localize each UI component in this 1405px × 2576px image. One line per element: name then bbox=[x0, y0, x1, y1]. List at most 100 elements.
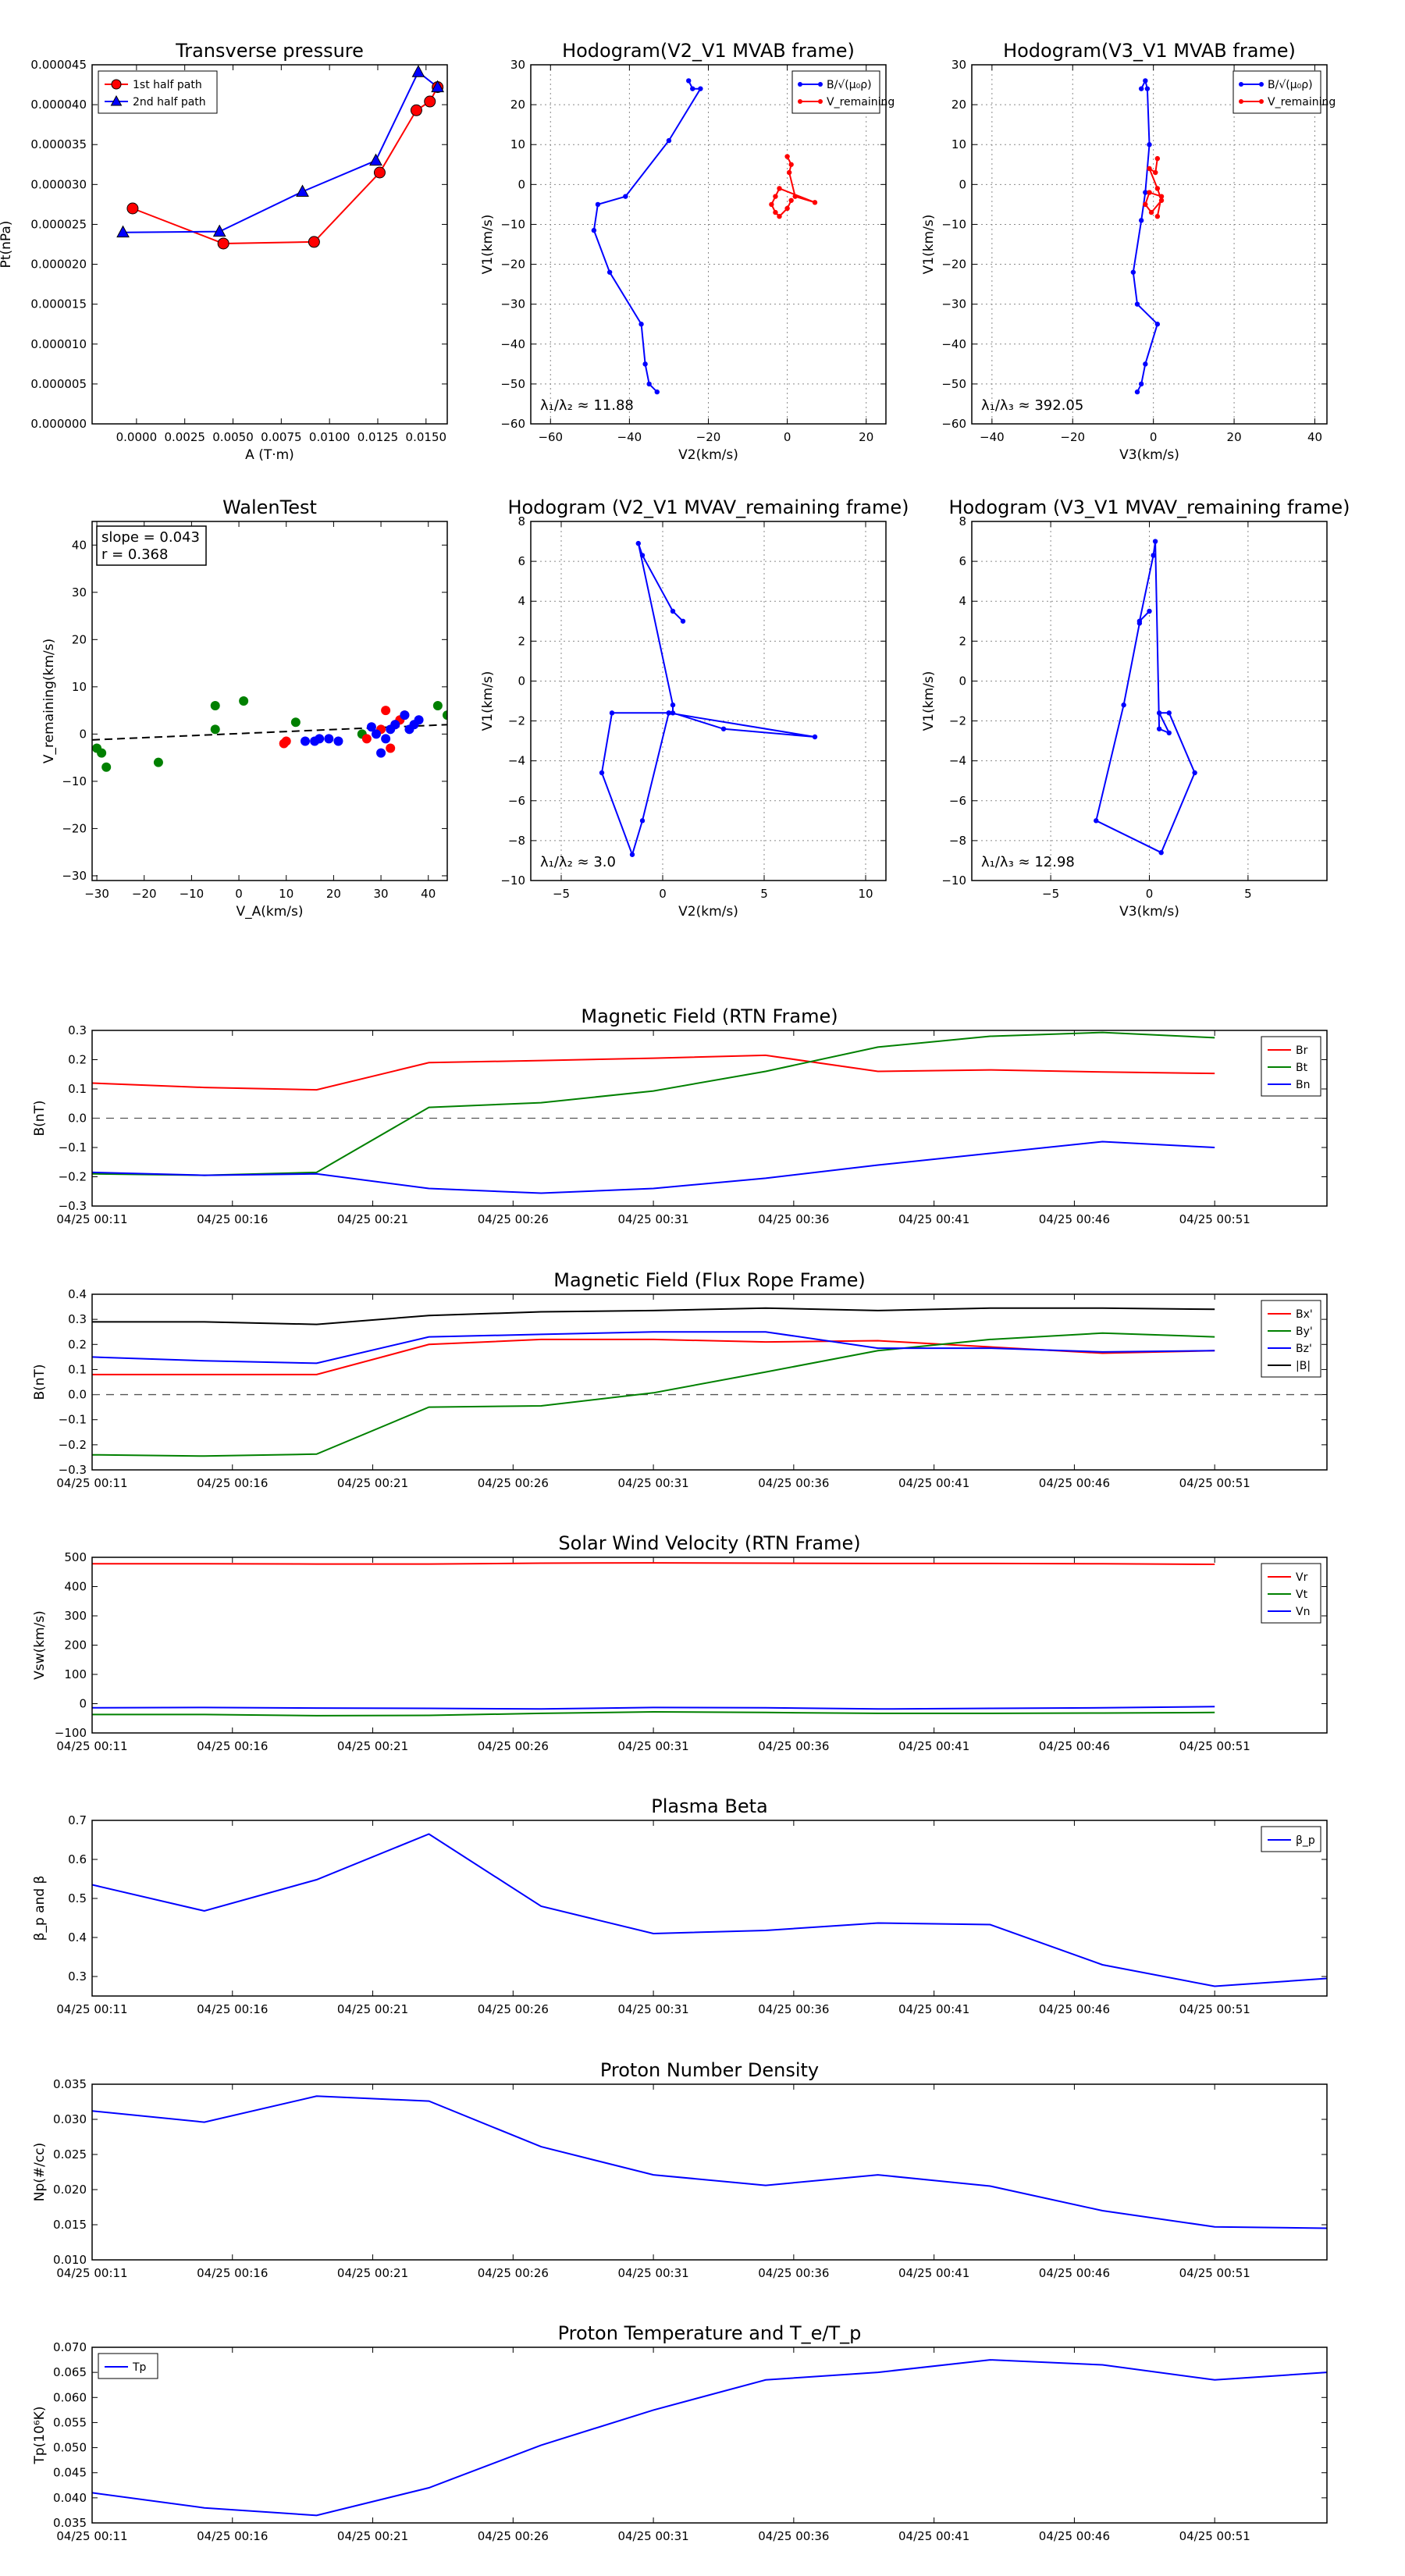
data-point bbox=[301, 736, 310, 746]
data-point bbox=[414, 715, 424, 725]
data-point bbox=[670, 702, 676, 708]
x-tick-label: 40 bbox=[1307, 430, 1322, 444]
x-tick-label: 40 bbox=[421, 887, 436, 901]
y-axis-label: Tp(10⁶K) bbox=[32, 2406, 48, 2464]
x-tick-label: 10 bbox=[858, 887, 873, 901]
y-axis-label: Np(#/cc) bbox=[32, 2143, 48, 2201]
legend-label: Vn bbox=[1296, 1606, 1310, 1618]
x-tick-label: 04/25 00:11 bbox=[56, 1476, 127, 1490]
data-point bbox=[315, 734, 325, 744]
data-point bbox=[666, 710, 671, 716]
y-tick-label: −100 bbox=[55, 1726, 87, 1740]
legend: B/√(μ₀ρ) V_remaining bbox=[791, 70, 895, 114]
y-axis-label: V1(km/s) bbox=[480, 215, 496, 275]
data-point bbox=[372, 729, 381, 739]
data-point bbox=[210, 724, 220, 735]
y-tick-label: 0.035 bbox=[53, 2516, 87, 2530]
data-point bbox=[773, 194, 778, 199]
x-tick-label: −40 bbox=[617, 430, 642, 444]
data-point bbox=[698, 86, 703, 91]
legend-label: Bx' bbox=[1296, 1308, 1313, 1321]
y-tick-label: 0.000030 bbox=[30, 177, 87, 191]
plot-frame bbox=[530, 521, 887, 881]
y-tick-label: −0.1 bbox=[59, 1413, 87, 1427]
x-tick-label: 04/25 00:26 bbox=[478, 1212, 549, 1226]
data-layer bbox=[92, 696, 447, 772]
stats-line: slope = 0.043 bbox=[101, 529, 200, 546]
data-point bbox=[1158, 197, 1165, 203]
y-tick-label: 0.000020 bbox=[30, 258, 87, 272]
y-tick-label: −0.2 bbox=[59, 1438, 87, 1452]
data-point bbox=[376, 748, 386, 758]
data-point bbox=[638, 322, 644, 327]
data-point bbox=[654, 389, 660, 395]
series-line bbox=[92, 1562, 1215, 1565]
x-tick-label: 04/25 00:21 bbox=[337, 2002, 408, 2016]
x-tick-label: 0.0100 bbox=[309, 430, 350, 444]
chart-annotation: λ₁/λ₂ ≈ 11.88 bbox=[540, 397, 634, 414]
chart-title: Solar Wind Velocity (RTN Frame) bbox=[558, 1532, 860, 1554]
legend-marker bbox=[818, 99, 823, 104]
data-point bbox=[432, 701, 443, 711]
plot-area bbox=[972, 65, 1327, 424]
legend-label: |B| bbox=[1296, 1360, 1311, 1372]
series-line bbox=[92, 1332, 1215, 1457]
data-point bbox=[1134, 301, 1140, 307]
plot-frame bbox=[91, 521, 448, 881]
series-line bbox=[92, 1307, 1215, 1325]
y-tick-label: 0.5 bbox=[68, 1891, 87, 1905]
x-tick-label: 04/25 00:21 bbox=[337, 2529, 408, 2543]
data-layer bbox=[92, 2095, 1327, 2229]
data-point bbox=[792, 194, 798, 199]
x-tick-label: 04/25 00:16 bbox=[197, 2529, 268, 2543]
y-tick-label: 0.0 bbox=[68, 1388, 87, 1402]
legend-label: Br bbox=[1296, 1044, 1308, 1057]
x-tick-label: 04/25 00:51 bbox=[1179, 2266, 1250, 2280]
x-tick-label: 04/25 00:51 bbox=[1179, 1739, 1250, 1753]
x-tick-label: 0.0125 bbox=[357, 430, 399, 444]
legend: β_p bbox=[1261, 1826, 1321, 1852]
x-tick-label: 04/25 00:16 bbox=[197, 2266, 268, 2280]
data-point bbox=[595, 201, 601, 208]
x-tick-label: −5 bbox=[1042, 887, 1059, 901]
chart-title: Proton Temperature and T_e/T_p bbox=[558, 2322, 862, 2344]
data-point bbox=[1143, 78, 1148, 84]
legend-marker bbox=[818, 82, 823, 87]
data-point bbox=[599, 770, 605, 776]
y-tick-label: −4 bbox=[949, 754, 966, 768]
data-point bbox=[788, 162, 794, 167]
data-layer bbox=[92, 1833, 1327, 1987]
y-tick-label: −40 bbox=[941, 337, 966, 351]
x-tick-label: 04/25 00:36 bbox=[758, 2002, 829, 2016]
plot-frame bbox=[971, 64, 1328, 425]
x-tick-label: 04/25 00:46 bbox=[1039, 2266, 1110, 2280]
y-tick-label: 4 bbox=[959, 594, 966, 608]
data-point bbox=[400, 710, 410, 720]
y-tick-label: −6 bbox=[508, 794, 525, 808]
y-tick-label: −8 bbox=[508, 834, 525, 848]
x-tick-label: 0 bbox=[659, 887, 667, 901]
data-point bbox=[609, 710, 615, 716]
legend-label: Bz' bbox=[1296, 1343, 1312, 1355]
y-tick-label: 0.0 bbox=[68, 1112, 87, 1126]
x-tick-label: 04/25 00:26 bbox=[478, 1739, 549, 1753]
data-point bbox=[686, 78, 692, 84]
data-point bbox=[1166, 710, 1172, 716]
data-point bbox=[1151, 553, 1156, 558]
y-tick-label: 0.060 bbox=[53, 2390, 87, 2404]
x-tick-label: 0.0000 bbox=[116, 430, 158, 444]
data-point bbox=[591, 227, 597, 233]
plot-area bbox=[92, 2084, 1327, 2260]
x-tick-label: 04/25 00:31 bbox=[617, 2266, 688, 2280]
plot-frame bbox=[91, 1293, 1328, 1471]
chart-wt: −30 −20 −10 0 10 20 30 40 −30 −20 −10 0 10 20 30 40 Wale… bbox=[41, 496, 448, 920]
legend-marker bbox=[1239, 99, 1243, 104]
data-point bbox=[635, 540, 641, 546]
legend-marker bbox=[798, 99, 802, 104]
y-tick-label: 10 bbox=[510, 137, 525, 151]
data-point bbox=[1147, 165, 1152, 172]
series-line bbox=[1144, 158, 1163, 217]
y-axis-label: Pt(nPa) bbox=[0, 221, 14, 269]
legend: Bx' By' Bz' |B| bbox=[1261, 1300, 1321, 1378]
chart-title: Hodogram(V3_V1 MVAB frame) bbox=[1003, 40, 1296, 62]
